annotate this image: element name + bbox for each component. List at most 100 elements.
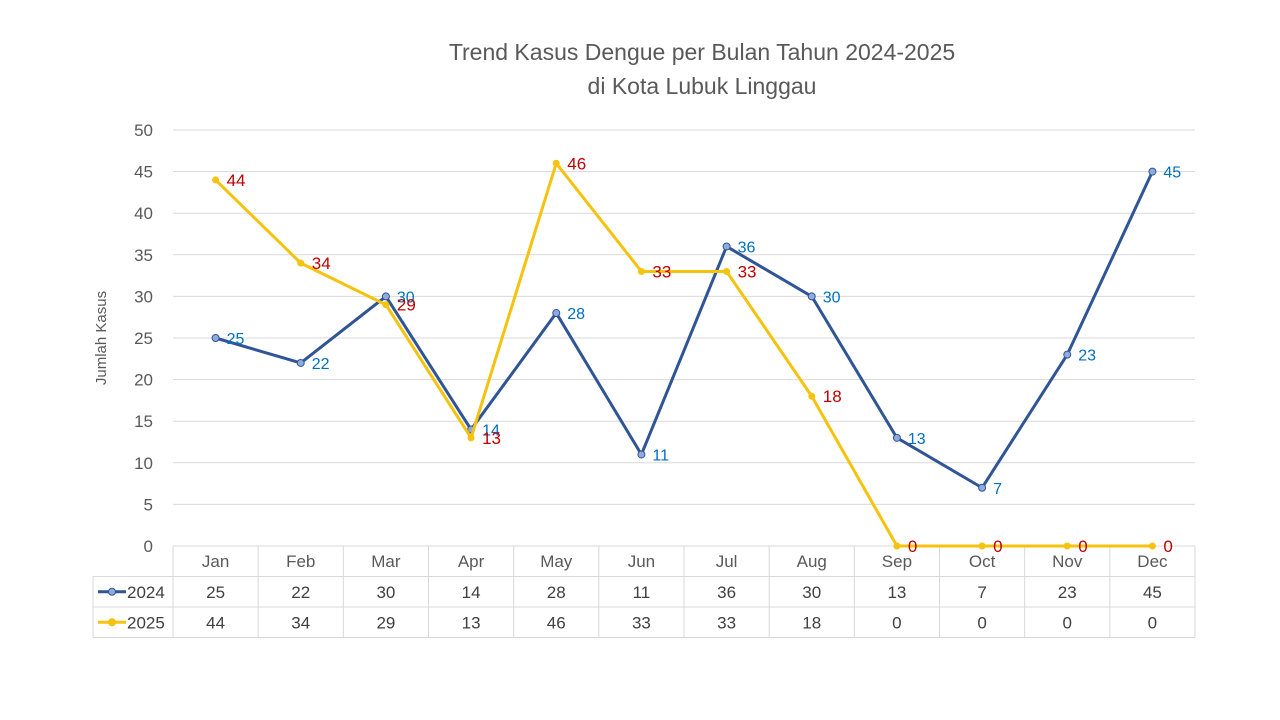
table-cell: 14	[462, 583, 481, 602]
y-tick-label: 20	[134, 371, 153, 390]
data-point-2024	[807, 292, 816, 301]
data-label-2025: 44	[227, 171, 246, 190]
table-cell: 23	[1058, 583, 1077, 602]
data-label-2025: 34	[312, 254, 331, 273]
table-cell: 28	[547, 583, 566, 602]
y-tick-label: 30	[134, 287, 153, 306]
data-point-2025	[467, 434, 475, 442]
y-tick-label: 25	[134, 329, 153, 348]
x-category-label: May	[540, 552, 573, 571]
series-lines	[211, 159, 1157, 550]
chart-title-line-1: Trend Kasus Dengue per Bulan Tahun 2024-…	[449, 39, 955, 65]
chart-title-line-2: di Kota Lubuk Linggau	[588, 73, 817, 99]
table-cell: 25	[206, 583, 225, 602]
table-cell: 36	[717, 583, 736, 602]
data-label-2024: 7	[993, 481, 1002, 498]
data-point-2024	[978, 483, 987, 492]
table-cell: 13	[462, 613, 481, 632]
y-tick-label: 45	[134, 163, 153, 182]
data-label-2025: 29	[397, 296, 416, 315]
table-cell: 22	[291, 583, 310, 602]
legend-entry-2025: 2025	[127, 613, 165, 632]
x-category-label: Jul	[716, 552, 738, 571]
data-label-2025: 33	[738, 262, 757, 281]
data-label-2024: 11	[652, 447, 669, 464]
y-tick-label: 50	[134, 121, 153, 140]
data-label-2024: 28	[567, 306, 585, 323]
data-point-2024	[211, 334, 220, 342]
legend-marker-2024	[108, 587, 116, 596]
data-point-2024	[381, 292, 390, 301]
data-label-2024: 22	[312, 356, 330, 373]
table-cell: 0	[977, 613, 986, 632]
data-point-2024	[1063, 350, 1072, 359]
table-cell: 44	[206, 613, 225, 632]
y-axis-ticks: 0 5 10 15 20 25 30 35 40 45 50	[134, 121, 153, 556]
data-label-2024: 30	[397, 289, 415, 306]
table-cell: 34	[291, 613, 310, 632]
data-point-2025	[297, 259, 305, 267]
data-label-2025: 46	[567, 154, 586, 173]
data-label-2024: 45	[1163, 165, 1181, 182]
data-label-2025: 13	[482, 429, 501, 448]
data-label-2025: 0	[908, 537, 917, 556]
y-tick-label: 5	[144, 495, 153, 514]
x-category-label: Oct	[969, 552, 996, 571]
table-cell: 18	[802, 613, 821, 632]
data-point-2025	[637, 267, 645, 275]
x-category-label: Nov	[1052, 552, 1083, 571]
x-category-label: Dec	[1137, 552, 1168, 571]
table-cell: 33	[632, 613, 651, 632]
table-cell: 0	[1063, 613, 1072, 632]
data-point-2024	[1148, 167, 1157, 176]
table-cell: 0	[1148, 613, 1157, 632]
table-cell: 30	[376, 583, 395, 602]
data-table: Jan Feb Mar Apr May Jun Jul Aug Sep Oct Nov Dec 2024…	[92, 545, 1196, 638]
data-label-2025: 0	[1078, 537, 1087, 556]
series-line-2025	[214, 161, 1153, 548]
data-point-2025	[1063, 542, 1071, 550]
data-label-2024: 23	[1078, 348, 1096, 365]
data-label-2024: 30	[823, 289, 841, 306]
table-cell: 29	[376, 613, 395, 632]
data-point-2024	[722, 242, 731, 251]
data-point-2025	[1148, 542, 1156, 550]
legend-entry-2024: 2024	[127, 583, 165, 602]
data-point-2025	[382, 301, 390, 309]
legend-marker-2025	[108, 618, 116, 627]
data-label-2025: 33	[652, 262, 671, 281]
data-point-2024	[552, 309, 561, 318]
table-cell: 0	[892, 613, 901, 632]
x-category-label: Mar	[371, 552, 401, 571]
data-point-2024	[296, 358, 305, 367]
data-label-2024: 36	[738, 239, 756, 256]
y-tick-label: 0	[144, 537, 153, 556]
table-cell: 11	[633, 583, 651, 602]
gridlines	[173, 129, 1195, 505]
data-labels: 25 22 30 14 28 11 36 30 13 7 23 45 44 34 29 13 46 33 33 18 0…	[227, 154, 1182, 556]
x-category-label: Sep	[882, 552, 912, 571]
data-label-2024: 25	[227, 331, 245, 348]
table-cell: 13	[887, 583, 906, 602]
table-cell: 33	[717, 613, 736, 632]
y-tick-label: 40	[134, 204, 153, 223]
y-tick-label: 10	[134, 454, 153, 473]
x-category-label: Aug	[797, 552, 827, 571]
table-cell: 46	[547, 613, 566, 632]
x-category-label: Jun	[628, 552, 655, 571]
data-point-2025	[723, 267, 731, 275]
y-tick-label: 15	[134, 412, 153, 431]
data-point-2025	[978, 542, 986, 550]
y-axis-label: Jumlah Kasus	[93, 291, 110, 385]
data-point-2024	[892, 433, 901, 442]
y-tick-label: 35	[134, 246, 153, 265]
x-category-label: Feb	[286, 552, 315, 571]
data-point-2025	[893, 542, 901, 550]
data-point-2025	[212, 176, 220, 184]
table-cell: 30	[802, 583, 821, 602]
data-label-2025: 18	[823, 387, 842, 406]
data-point-2025	[808, 392, 816, 400]
data-label-2024: 14	[482, 423, 500, 440]
table-cell: 45	[1143, 583, 1162, 602]
